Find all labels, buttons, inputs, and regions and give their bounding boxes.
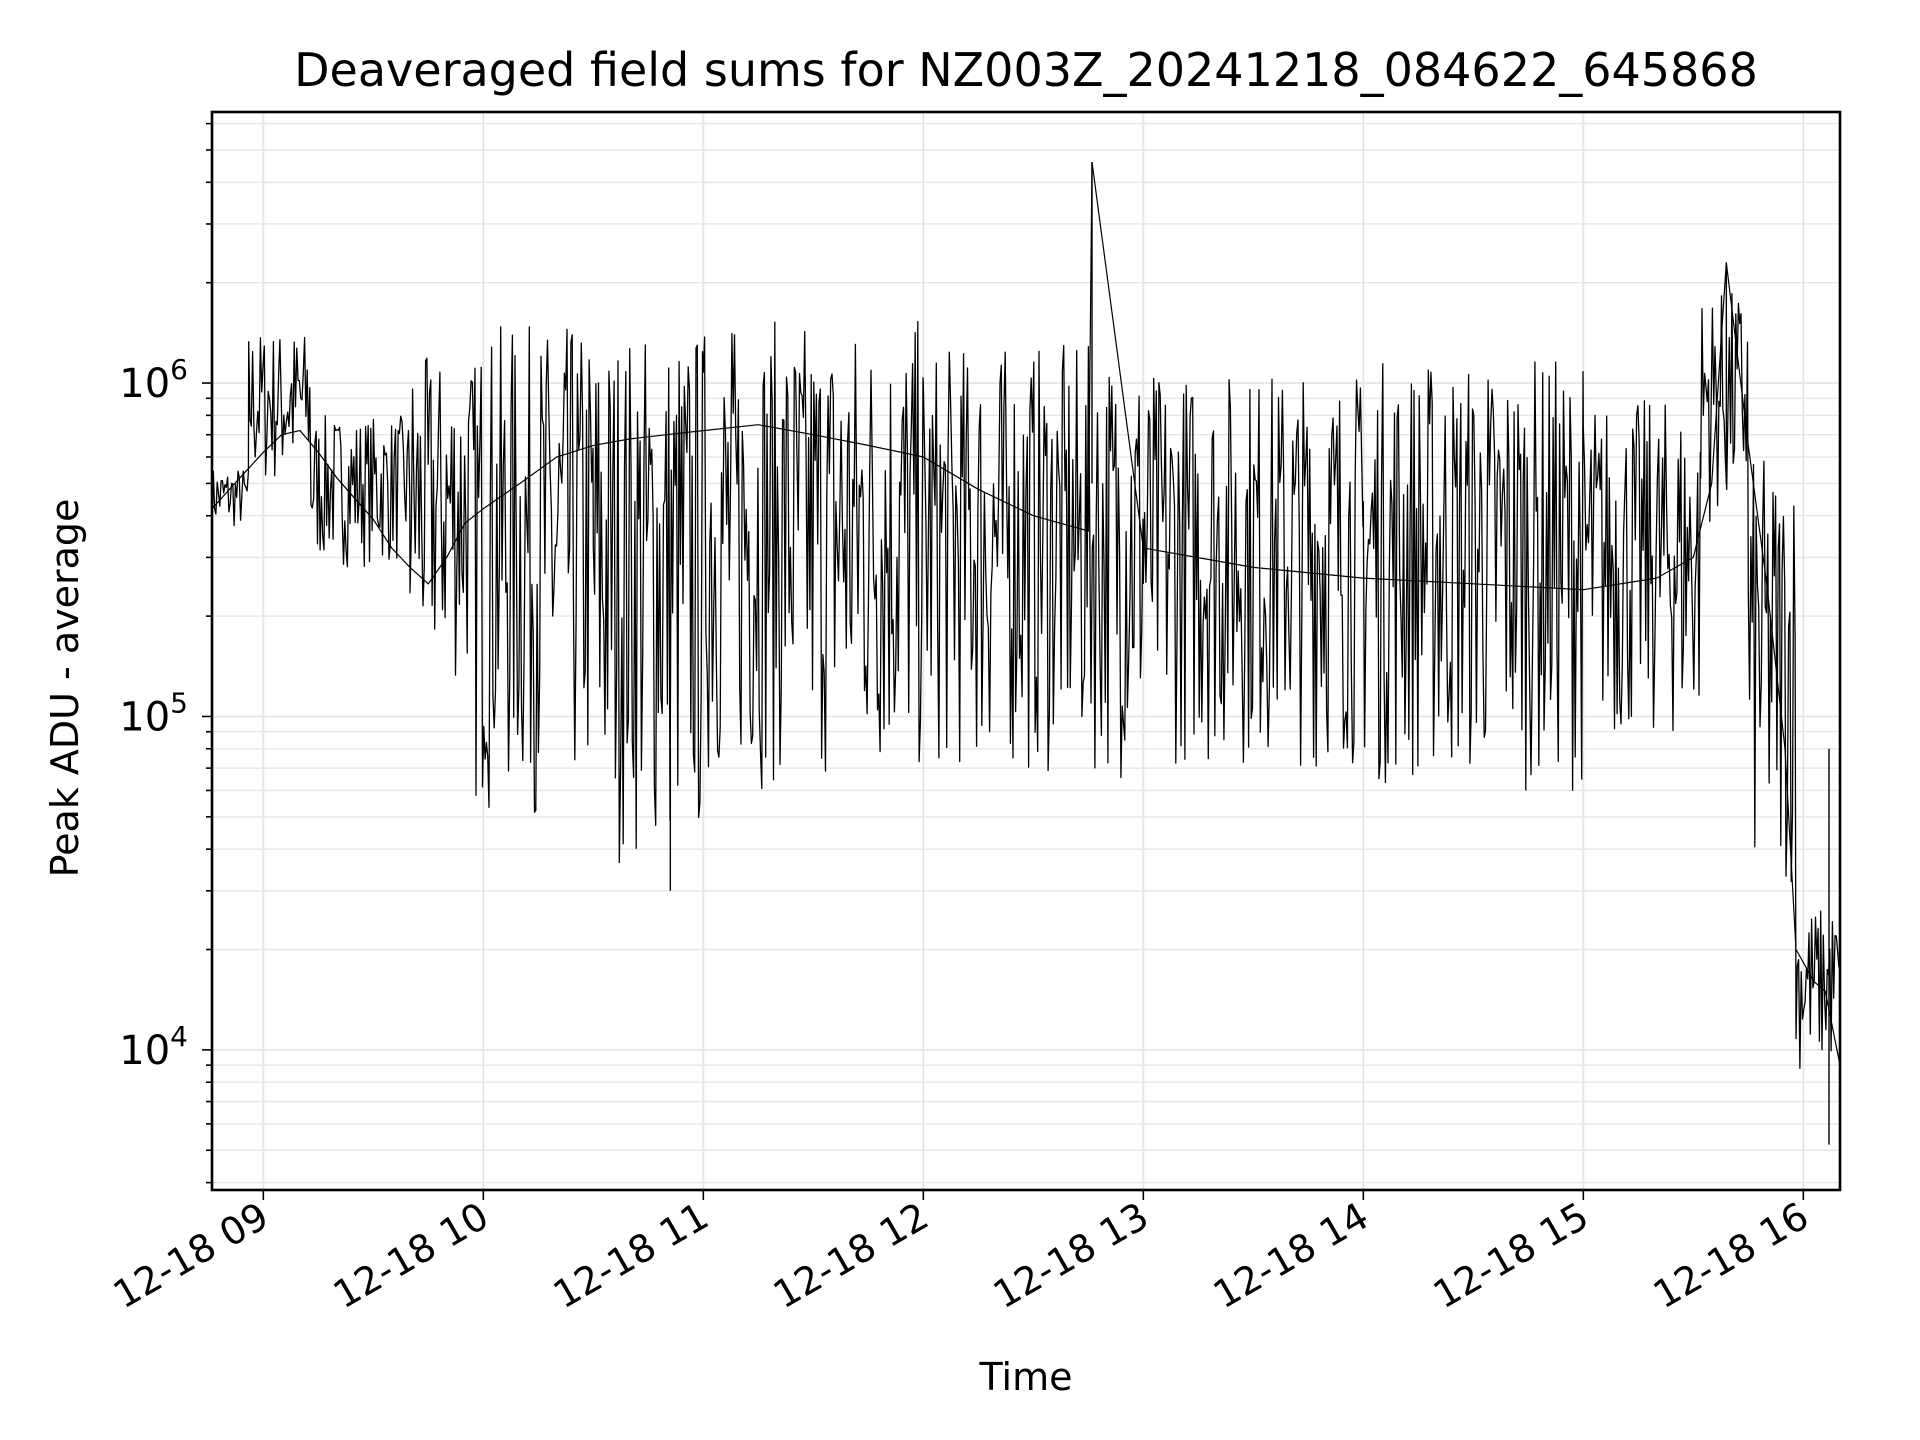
y-tick-exponent: 5 (170, 686, 188, 719)
x-axis-label: Time (979, 1355, 1073, 1399)
y-tick-label: 104 (119, 1020, 188, 1074)
data-series (211, 162, 1841, 1145)
y-axis-label: Peak ADU - average (43, 499, 87, 878)
y-tick-exponent: 6 (170, 353, 188, 386)
y-tick-base: 10 (119, 361, 170, 407)
plot-frame (210, 110, 1842, 1192)
grid (212, 112, 1840, 1190)
y-tick-exponent: 4 (170, 1020, 188, 1053)
y-tick-base: 10 (119, 694, 170, 740)
series-line (211, 292, 1840, 1069)
chart-title: Deaveraged field sums for NZ003Z_2024121… (294, 43, 1758, 97)
y-tick-label: 106 (119, 353, 188, 407)
y-tick-label: 105 (119, 686, 188, 740)
y-tick-base: 10 (119, 1028, 170, 1074)
